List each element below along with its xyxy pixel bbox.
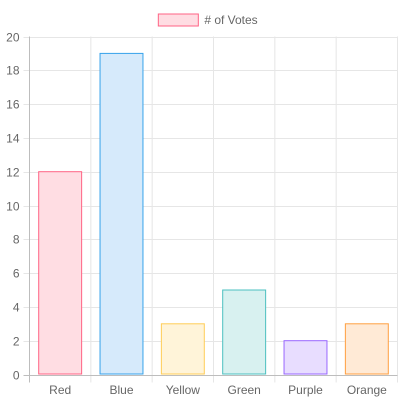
- legend-swatch[interactable]: [157, 13, 199, 27]
- x-tick-label-orange: Orange: [347, 383, 387, 397]
- bar-red[interactable]: [38, 171, 83, 375]
- bar-orange[interactable]: [344, 323, 389, 375]
- y-tick-label-12: 12: [6, 166, 20, 180]
- y-tick-label-0: 0: [13, 369, 20, 383]
- legend[interactable]: # of Votes: [157, 13, 258, 27]
- bars: [38, 52, 389, 375]
- y-tick-label-6: 6: [13, 267, 20, 281]
- bar-yellow[interactable]: [160, 323, 205, 375]
- grid-lines: [23, 36, 398, 383]
- y-tick-label-14: 14: [6, 132, 20, 146]
- bar-blue[interactable]: [99, 52, 144, 375]
- bar-purple[interactable]: [283, 340, 328, 375]
- y-tick-label-8: 8: [13, 233, 20, 247]
- y-tick-label-4: 4: [13, 301, 20, 315]
- axes: [23, 36, 398, 383]
- legend-label[interactable]: # of Votes: [204, 13, 257, 27]
- y-tick-label-20: 20: [6, 31, 20, 45]
- x-tick-label-blue: Blue: [109, 383, 133, 397]
- x-tick-label-yellow: Yellow: [166, 383, 201, 397]
- bar-green[interactable]: [222, 289, 267, 375]
- x-tick-label-red: Red: [49, 383, 71, 397]
- tick-labels: 0 2 4 6 8 10 12 14 16 18 20 Red Blue Yellow Green Purpl…: [6, 31, 387, 398]
- x-tick-label-purple: Purple: [288, 383, 323, 397]
- y-tick-label-2: 2: [13, 335, 20, 349]
- x-tick-label-green: Green: [227, 383, 260, 397]
- y-tick-label-16: 16: [6, 98, 20, 112]
- y-tick-label-18: 18: [6, 64, 20, 78]
- y-tick-label-10: 10: [6, 200, 20, 214]
